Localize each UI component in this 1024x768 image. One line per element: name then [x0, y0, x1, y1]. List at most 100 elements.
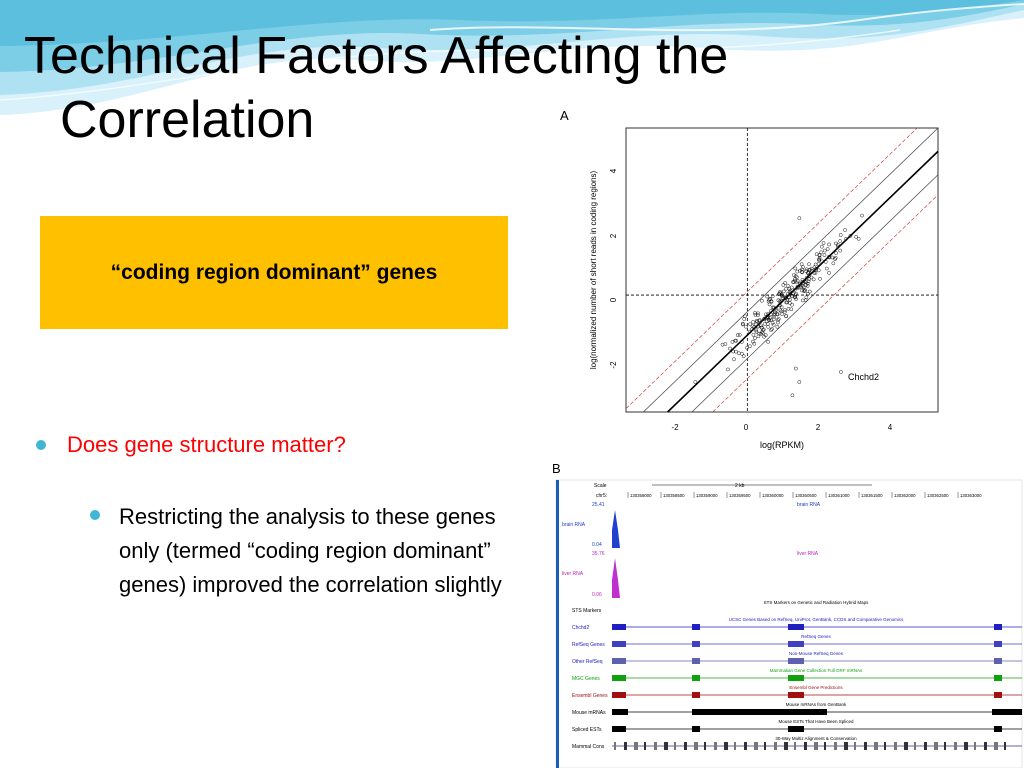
scatter-point	[814, 252, 819, 257]
track-exon	[612, 726, 626, 732]
scatter-point	[827, 254, 831, 259]
track-exon	[612, 709, 628, 715]
scatter-point	[786, 306, 791, 311]
scatter-point	[751, 333, 756, 337]
scatter-point	[780, 294, 784, 298]
conservation-bar	[774, 742, 777, 750]
conservation-bar	[854, 742, 856, 750]
scatter-point	[751, 320, 755, 324]
highlight-text: “coding region dominant” genes	[110, 260, 438, 284]
track-exon	[788, 692, 804, 698]
interval-line	[691, 174, 939, 413]
scatter-point	[772, 305, 776, 310]
track-exon	[994, 726, 1002, 732]
scatter-point	[754, 322, 758, 327]
scatter-point	[728, 346, 732, 351]
track-name: Chchd2	[572, 625, 589, 631]
scatter-point	[860, 213, 864, 218]
conservation-bar	[744, 742, 747, 750]
scatter-point	[741, 322, 745, 327]
scatter-point	[827, 255, 832, 260]
scatter-point	[801, 285, 806, 290]
scatter-point	[800, 267, 804, 272]
y-tick-label: -2	[609, 361, 618, 369]
scatter-point	[742, 317, 747, 321]
conservation-bar	[714, 742, 717, 750]
slide-title-line1: Technical Factors Affecting the	[24, 27, 729, 85]
scatter-point	[755, 324, 760, 329]
scatter-point	[817, 256, 822, 260]
track-min: 0.06	[592, 592, 602, 598]
scatter-point	[811, 277, 816, 282]
scatter-point	[804, 276, 809, 280]
scatter-point	[734, 338, 738, 343]
scatter-point	[822, 253, 827, 257]
scatter-point	[795, 284, 800, 289]
scatter-point	[785, 283, 790, 288]
conservation-bar	[734, 742, 736, 750]
track-exon	[692, 658, 700, 664]
conservation-bar	[754, 742, 758, 750]
scatter-point	[793, 266, 798, 271]
decorative-wave-header	[0, 0, 1024, 115]
scatter-point	[770, 327, 774, 331]
conservation-bar	[724, 742, 728, 750]
scatter-point	[778, 289, 782, 294]
scatter-point	[756, 334, 761, 339]
scatter-point	[804, 283, 808, 287]
scatter-point	[783, 308, 787, 312]
scatter-point	[806, 271, 810, 275]
scatter-point	[767, 318, 772, 323]
scatter-point	[824, 266, 829, 271]
slide-title: Technical Factors Affecting the Correlat…	[24, 24, 728, 152]
track-exon	[788, 658, 804, 664]
scatter-point	[817, 253, 822, 258]
scatter-point	[834, 251, 838, 256]
conservation-bar	[764, 742, 766, 750]
scatter-point	[854, 234, 858, 239]
plot-area	[625, 127, 939, 413]
annotation-tracks: STS Markers STS Markers on Genetic and Ra…	[572, 600, 1022, 750]
scatter-point	[759, 325, 764, 330]
track-exon	[788, 641, 804, 647]
scatter-point	[770, 305, 775, 310]
x-axis-label: log(RPKM)	[760, 440, 804, 450]
track-exon	[994, 624, 1002, 630]
scatter-point	[773, 310, 777, 315]
conservation-bar	[844, 742, 848, 750]
track-exon	[692, 675, 700, 681]
bullet-item: Does gene structure matter?	[36, 432, 346, 458]
sub-bullet-text: Restricting the analysis to these genes …	[119, 504, 502, 597]
scatter-point	[763, 333, 768, 338]
scatter-point	[759, 332, 763, 336]
scatter-point	[779, 305, 784, 309]
scatter-point	[744, 324, 748, 329]
conservation-bar	[1004, 742, 1006, 750]
scatter-point	[801, 265, 805, 269]
scatter-point	[844, 237, 848, 241]
scatter-point	[831, 261, 836, 266]
scatter-point	[790, 393, 795, 398]
track-name: Mouse mRNAs	[572, 710, 606, 716]
scatter-point	[723, 342, 728, 346]
scatter-point	[856, 236, 861, 241]
scatter-point	[769, 299, 774, 304]
scale-label: Scale	[594, 483, 607, 489]
interval-line	[643, 127, 939, 413]
conservation-bar	[884, 742, 886, 750]
track-title: brain RNA	[797, 502, 821, 508]
scatter-point	[804, 280, 808, 284]
scatter-point	[771, 322, 776, 327]
scatter-point	[817, 258, 821, 262]
track-title: Mouse mRNAs from GenBank	[786, 702, 847, 707]
conservation-bar	[974, 742, 976, 750]
scatter-point	[779, 298, 784, 303]
track-name: RefSeq Genes	[572, 642, 605, 648]
conservation-bar	[664, 742, 668, 750]
scatter-point	[808, 289, 812, 294]
scatter-point	[788, 297, 792, 302]
track-name: STS Markers	[572, 608, 602, 614]
scatter-point	[776, 317, 781, 321]
scatter-point	[737, 351, 741, 356]
conservation-bar	[684, 742, 687, 750]
